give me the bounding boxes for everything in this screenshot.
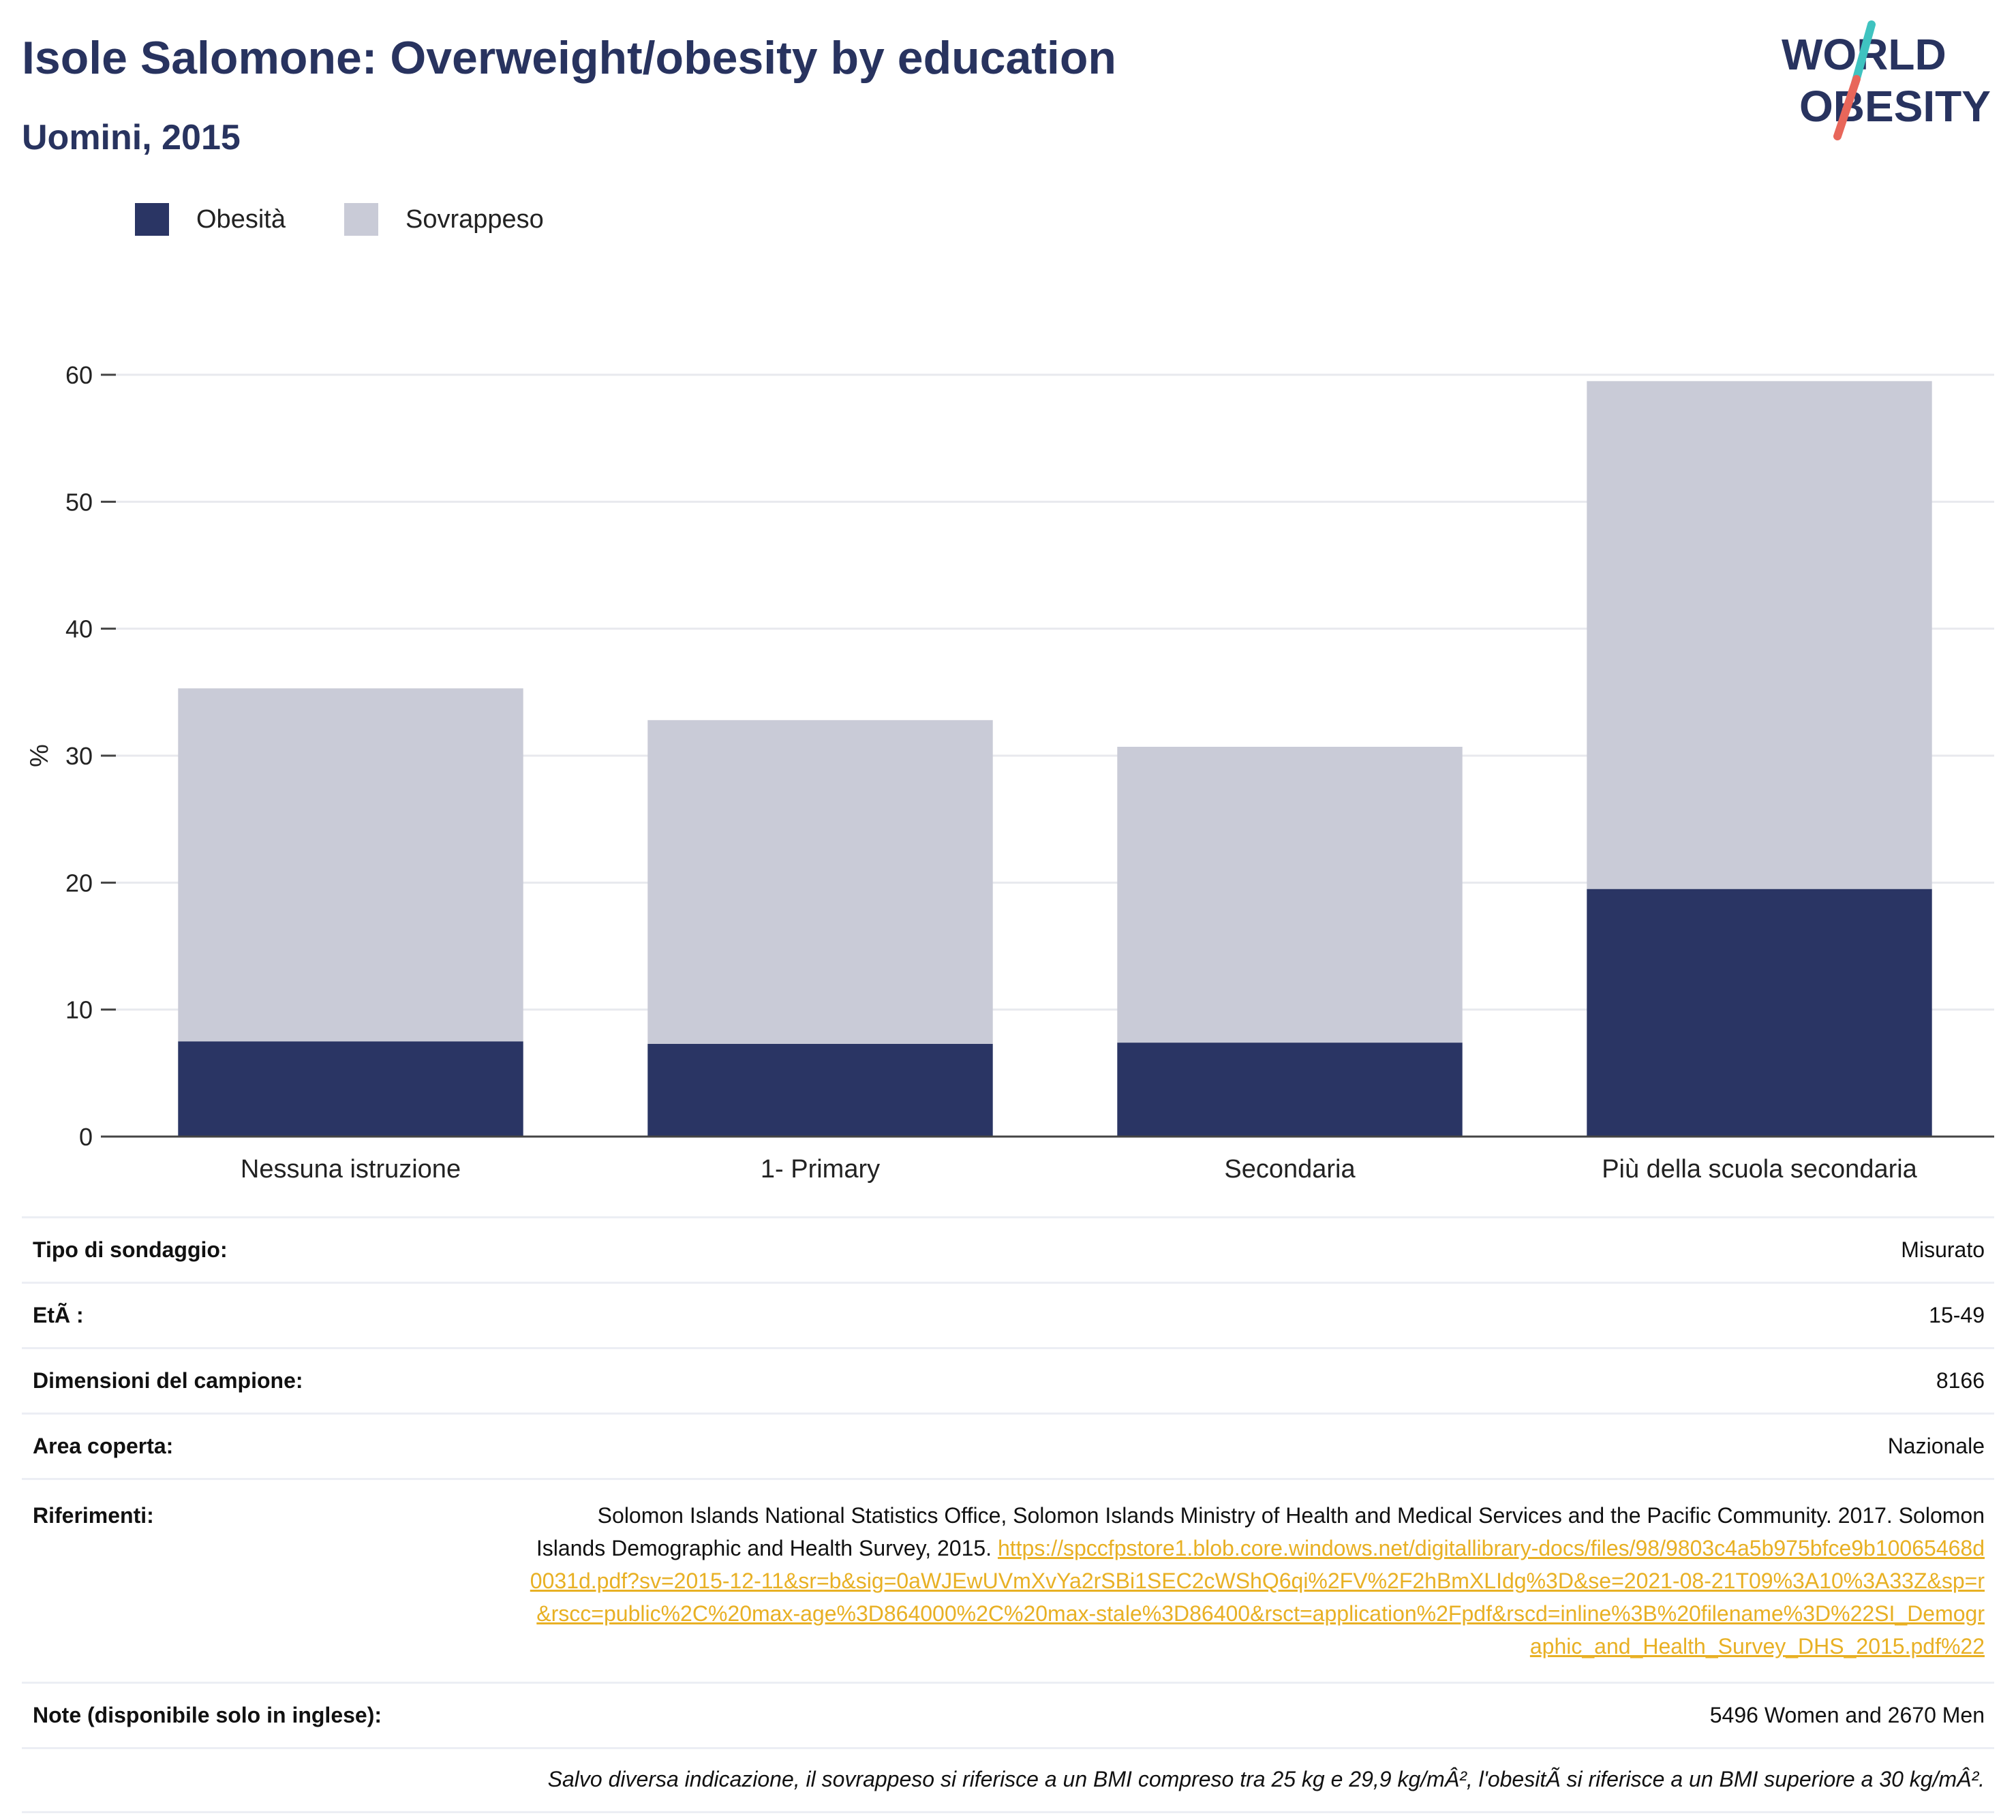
y-tick-label: 30 (65, 742, 93, 770)
references-text: Solomon Islands National Statistics Offi… (536, 1503, 1985, 1560)
info-key: Riferimenti: (33, 1503, 154, 1528)
bar-obesity (178, 1041, 523, 1137)
bar-obesity (1117, 1043, 1463, 1137)
legend-label-overweight: Sovrappeso (405, 204, 544, 234)
references-link[interactable]: https://spccfpstore1.blob.core.windows.n… (530, 1536, 1985, 1659)
legend-swatch-obesity (135, 203, 169, 236)
y-tick-label: 0 (79, 1123, 93, 1151)
x-tick-label: 1- Primary (761, 1155, 880, 1184)
info-value: Nazionale (1887, 1434, 1985, 1458)
logo-slash-coral (1833, 75, 1861, 140)
bar-obesity (1587, 889, 1932, 1137)
y-tick-label: 10 (65, 996, 93, 1024)
x-tick-label: Più della scuola secondaria (1602, 1155, 1917, 1184)
bar-overweight (647, 720, 993, 1044)
info-key: EtÃ : (33, 1303, 84, 1327)
chart-subtitle: Uomini, 2015 (22, 118, 241, 157)
info-row-sample-size: Dimensioni del campione: 8166 (22, 1347, 1994, 1413)
logo-word-obesity: OBESITY (1799, 82, 1991, 131)
info-value: Misurato (1901, 1237, 1985, 1262)
legend-item-obesity[interactable]: Obesità (135, 203, 286, 236)
info-row-age: EtÃ : 15-49 (22, 1282, 1994, 1347)
survey-info-table: Tipo di sondaggio: Misurato EtÃ : 15-49 … (22, 1216, 1994, 1813)
bar-overweight (178, 688, 523, 1042)
info-key: Area coperta: (33, 1434, 174, 1458)
legend-item-overweight[interactable]: Sovrappeso (343, 203, 544, 236)
info-row-survey-type: Tipo di sondaggio: Misurato (22, 1216, 1994, 1282)
x-tick-label: Nessuna istruzione (241, 1155, 461, 1184)
legend-label-obesity: Obesità (196, 204, 286, 234)
definition-footnote: Salvo diversa indicazione, il sovrappeso… (22, 1747, 1994, 1813)
world-obesity-logo: WORLD OBESITY (1782, 20, 1991, 140)
bar-overweight (1587, 381, 1932, 889)
logo-slash-teal (1851, 20, 1876, 87)
stacked-bar-chart: 0 10 20 30 40 50 60% Nessuna istruzione 1- Prima… (25, 361, 1994, 1184)
y-tick-label: 50 (65, 488, 93, 516)
info-value: 15-49 (1929, 1303, 1985, 1327)
x-tick-label: Secondaria (1224, 1155, 1356, 1184)
legend-swatch-overweight (343, 203, 378, 236)
y-tick-label: 40 (65, 615, 93, 643)
bar-overweight (1117, 746, 1463, 1043)
chart-title: Isole Salomone: Overweight/obesity by ed… (22, 32, 1116, 84)
info-row-references: Riferimenti: Solomon Islands National St… (22, 1478, 1994, 1682)
references-value: Solomon Islands National Statistics Offi… (526, 1499, 1985, 1663)
info-key: Tipo di sondaggio: (33, 1237, 228, 1262)
y-axis-label: % (25, 744, 54, 767)
info-key: Dimensioni del campione: (33, 1368, 303, 1393)
info-row-area: Area coperta: Nazionale (22, 1413, 1994, 1478)
chart-legend: Obesità Sovrappeso (135, 203, 602, 236)
info-value: 8166 (1936, 1368, 1985, 1393)
info-key: Note (disponibile solo in inglese): (33, 1703, 382, 1727)
info-row-notes: Note (disponibile solo in inglese): 5496… (22, 1682, 1994, 1747)
y-tick-label: 60 (65, 361, 93, 389)
y-tick-label: 20 (65, 869, 93, 897)
info-value: 5496 Women and 2670 Men (1709, 1703, 1985, 1727)
bar-obesity (647, 1043, 993, 1137)
